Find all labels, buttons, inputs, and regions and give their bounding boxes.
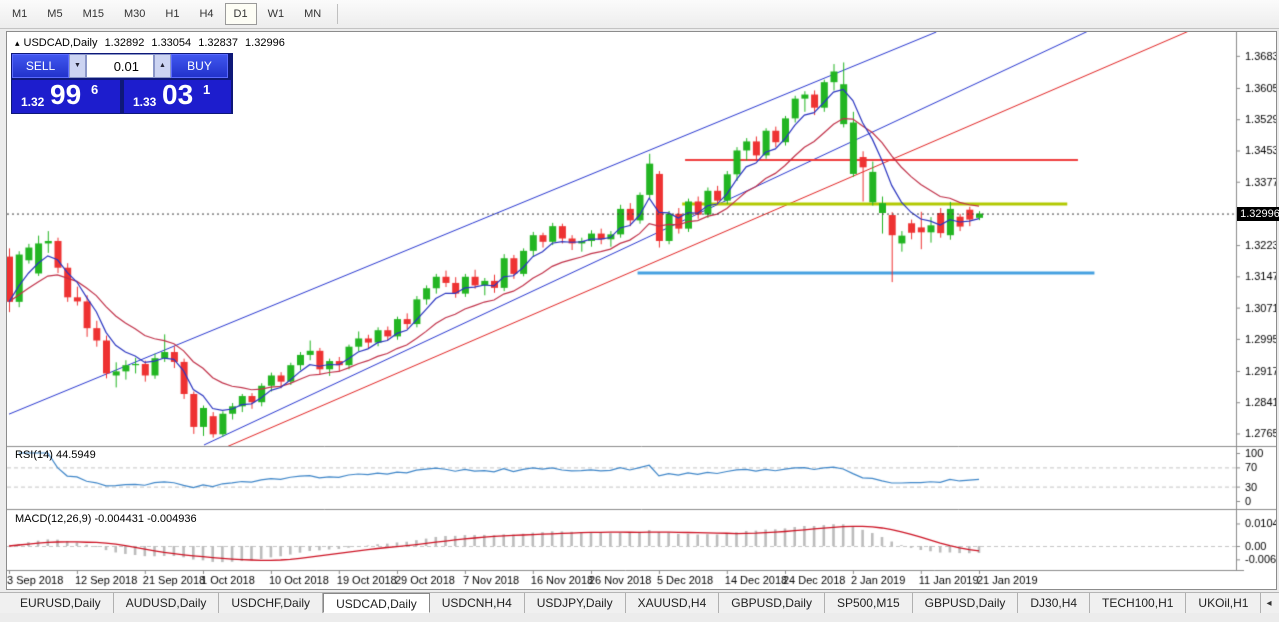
chart-tab-dj30-h4[interactable]: DJ30,H4 [1018,593,1091,613]
bid-price-big: 99 [50,79,82,110]
volume-input[interactable] [86,54,154,78]
ohlc-low: 1.32837 [198,37,238,49]
rsi-indicator-label: RSI(14) 44.5949 [15,449,96,461]
chart-tab-sp500-m15[interactable]: SP500,M15 [825,593,913,613]
ohlc-close: 1.32996 [245,37,285,49]
sell-button[interactable]: SELL [12,54,69,78]
timeframe-button-M1[interactable]: M1 [12,8,28,20]
ask-price-big: 03 [162,79,194,110]
macd-indicator-label: MACD(12,26,9) -0.004431 -0.004936 [15,513,197,525]
ohlc-open: 1.32892 [104,37,145,49]
chart-tab-tech100-h1[interactable]: TECH100,H1 [1090,593,1187,613]
chart-tab-bar: EURUSD,Daily AUDUSD,Daily USDCHF,Daily USDC… [0,592,1279,613]
chart-tab-usdjpy-daily[interactable]: USDJPY,Daily [525,593,626,613]
chart-tab-gbpusd-daily[interactable]: GBPUSD,Daily [913,593,1019,613]
timeframe-button-M15[interactable]: M15 [82,8,104,20]
timeframe-button-D1[interactable]: D1 [224,3,257,25]
timeframe-button-W1[interactable]: W1 [267,8,285,20]
chart-tab-usdcnh-h4[interactable]: USDCNH,H4 [430,593,525,613]
chart-symbol-label: USDCAD,Daily [23,37,98,49]
bid-price-prefix: 1.32 [21,95,45,109]
collapse-arrow-icon[interactable]: ▴ [15,38,20,48]
chart-tab-eurusd-daily[interactable]: EURUSD,Daily [8,593,114,613]
bid-quote-button[interactable]: 1.32 99 6 [12,79,120,113]
timeframe-button-H4[interactable]: H4 [199,8,214,20]
toolbar-separator [337,4,339,24]
one-click-trading-panel: SELL ▼ ▲ BUY 1.32 99 6 1.33 03 1 [11,53,233,114]
ask-price-pip: 1 [203,82,211,97]
chart-tab-usdchf-daily[interactable]: USDCHF,Daily [219,593,324,613]
bid-price-pip: 6 [91,82,99,97]
current-price-badge: 1.32996 [1237,207,1279,221]
ask-price-prefix: 1.33 [133,95,157,109]
chart-tab-audusd-daily[interactable]: AUDUSD,Daily [114,593,220,613]
timeframe-button-MN[interactable]: MN [304,8,322,20]
timeframe-toolbar: M1 M5 M15 M30 H1 H4 D1 W1 MN [0,0,1279,29]
timeframe-button-M30[interactable]: M30 [123,8,146,20]
volume-decrease-button[interactable]: ▼ [69,54,86,78]
tab-scroll-left-icon[interactable]: ◂ [1266,598,1272,609]
chart-tab-gbpusd-daily[interactable]: GBPUSD,Daily [719,593,825,613]
chart-canvas[interactable] [7,32,1276,589]
chart-tab-xauusd-h4[interactable]: XAUUSD,H4 [626,593,720,613]
volume-increase-button[interactable]: ▲ [154,54,171,78]
chart-title: ▴ USDCAD,Daily 1.32892 1.33054 1.32837 1.… [15,37,289,49]
ask-quote-button[interactable]: 1.33 03 1 [124,79,231,113]
buy-button[interactable]: BUY [171,54,228,78]
chart-window: ▴ USDCAD,Daily 1.32892 1.33054 1.32837 1.… [6,31,1279,590]
chart-tab-usdcad-daily[interactable]: USDCAD,Daily [323,593,430,613]
timeframe-button-H1[interactable]: H1 [165,8,180,20]
status-strip [0,613,1279,622]
timeframe-button-M5[interactable]: M5 [47,8,63,20]
ohlc-high: 1.33054 [151,37,192,49]
chart-tab-ukoil-h1[interactable]: UKOil,H1 [1186,593,1262,613]
